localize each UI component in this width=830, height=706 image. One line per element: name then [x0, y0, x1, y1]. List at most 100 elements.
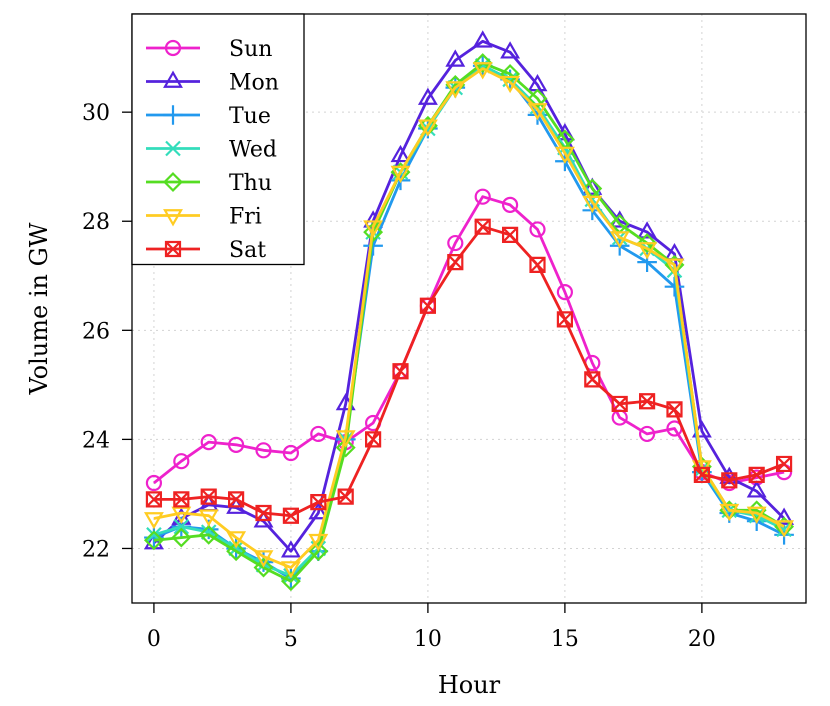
data-point-mon	[746, 480, 767, 498]
series-line-sun	[153, 195, 785, 485]
data-point-thu	[363, 222, 384, 243]
legend-item-fri: Fri	[146, 205, 262, 230]
data-point-mon	[390, 144, 411, 163]
data-point-fri	[664, 258, 685, 276]
legend-marker-wed	[165, 140, 181, 157]
series-sun	[145, 188, 793, 492]
data-point-thu	[253, 557, 274, 578]
data-point-fri	[143, 512, 164, 530]
data-point-thu	[171, 527, 192, 548]
y-axis-title: Volume in GW	[25, 222, 53, 395]
data-point-fri	[280, 561, 301, 579]
legend-box	[131, 13, 305, 266]
data-point-thu	[472, 53, 493, 74]
data-point-mon	[774, 507, 795, 525]
data-point-sat	[255, 504, 272, 522]
data-point-mon	[417, 87, 438, 105]
data-point-sat	[228, 491, 245, 508]
y-tick-label: 30	[82, 101, 110, 126]
data-point-sat	[337, 488, 354, 505]
data-point-sat	[447, 254, 464, 271]
data-point-fri	[746, 506, 767, 524]
data-point-mon	[280, 540, 301, 558]
data-point-sun	[228, 436, 245, 453]
data-point-sat	[748, 466, 765, 483]
data-point-fri	[417, 119, 438, 137]
data-point-sat	[145, 491, 163, 508]
data-point-fri	[308, 533, 329, 552]
data-point-fri	[609, 231, 630, 249]
data-point-sun	[173, 453, 190, 470]
legend-label-fri: Fri	[229, 205, 262, 230]
legend: Sun Mon Tue Wed Thu Fri Sat	[131, 13, 305, 266]
y-tick-label: 24	[82, 428, 110, 453]
x-tick-label: 5	[284, 627, 298, 652]
data-point-sun	[474, 188, 491, 205]
data-point-sat	[392, 363, 409, 380]
data-point-mon	[582, 177, 603, 195]
data-point-sat	[419, 297, 437, 314]
legend-item-wed: Wed	[146, 138, 277, 163]
data-point-sun	[310, 425, 327, 443]
legend-marker-tue	[163, 105, 183, 125]
data-point-sun	[200, 434, 217, 451]
data-point-fri	[637, 242, 658, 260]
data-point-sat	[365, 431, 382, 448]
data-point-fri	[445, 81, 466, 99]
legend-item-thu: Thu	[146, 171, 272, 196]
data-point-fri	[335, 430, 356, 448]
data-point-thu	[226, 541, 247, 562]
data-point-sat	[775, 455, 793, 473]
data-point-fri	[527, 103, 548, 121]
legend-marker-sun	[164, 39, 182, 57]
data-point-sat	[529, 256, 546, 273]
data-point-fri	[226, 531, 247, 549]
data-point-sat	[693, 466, 710, 483]
data-point-fri	[582, 195, 603, 214]
data-point-sat	[310, 494, 327, 511]
data-point-fri	[719, 503, 740, 522]
legend-marker-mon	[163, 70, 183, 88]
data-point-sat	[173, 491, 190, 508]
data-point-mon	[445, 49, 466, 67]
x-tick-label: 20	[688, 627, 716, 652]
data-point-sun	[145, 474, 163, 492]
data-point-sun	[529, 221, 546, 238]
data-point-fri	[500, 75, 521, 94]
data-point-thu	[143, 530, 164, 551]
data-point-sat	[666, 401, 683, 418]
legend-marker-fri	[163, 209, 183, 227]
y-tick-label: 26	[82, 319, 110, 344]
data-point-fri	[774, 520, 795, 538]
legend-label-mon: Mon	[229, 71, 279, 96]
data-point-mon	[308, 502, 329, 520]
series-sat	[145, 218, 793, 524]
data-point-sat	[501, 226, 519, 243]
data-point-sun	[282, 444, 300, 462]
series-area	[143, 30, 795, 592]
data-point-fri	[390, 165, 411, 184]
x-tick-label: 0	[147, 627, 161, 652]
data-point-sat	[611, 395, 628, 413]
x-axis-title: Hour	[438, 671, 501, 699]
data-point-fri	[363, 220, 384, 238]
data-point-thu	[335, 437, 356, 458]
data-point-sat	[584, 371, 601, 388]
series-line-sat	[153, 225, 785, 518]
data-point-fri	[253, 550, 274, 568]
data-point-mon	[500, 41, 521, 59]
data-point-thu	[637, 233, 658, 254]
legend-marker-thu	[163, 172, 183, 192]
plot-frame	[131, 13, 807, 604]
data-point-mon	[637, 221, 658, 239]
data-point-fri	[472, 62, 493, 80]
y-tick-label: 28	[82, 210, 110, 235]
legend-item-sat: Sat	[146, 238, 266, 263]
series-fri	[143, 62, 795, 579]
legend-label-sun: Sun	[229, 37, 272, 62]
data-point-fri	[171, 506, 192, 524]
data-point-sat	[721, 472, 738, 489]
legend-marker-sat	[164, 240, 182, 258]
legend-label-wed: Wed	[229, 138, 277, 163]
